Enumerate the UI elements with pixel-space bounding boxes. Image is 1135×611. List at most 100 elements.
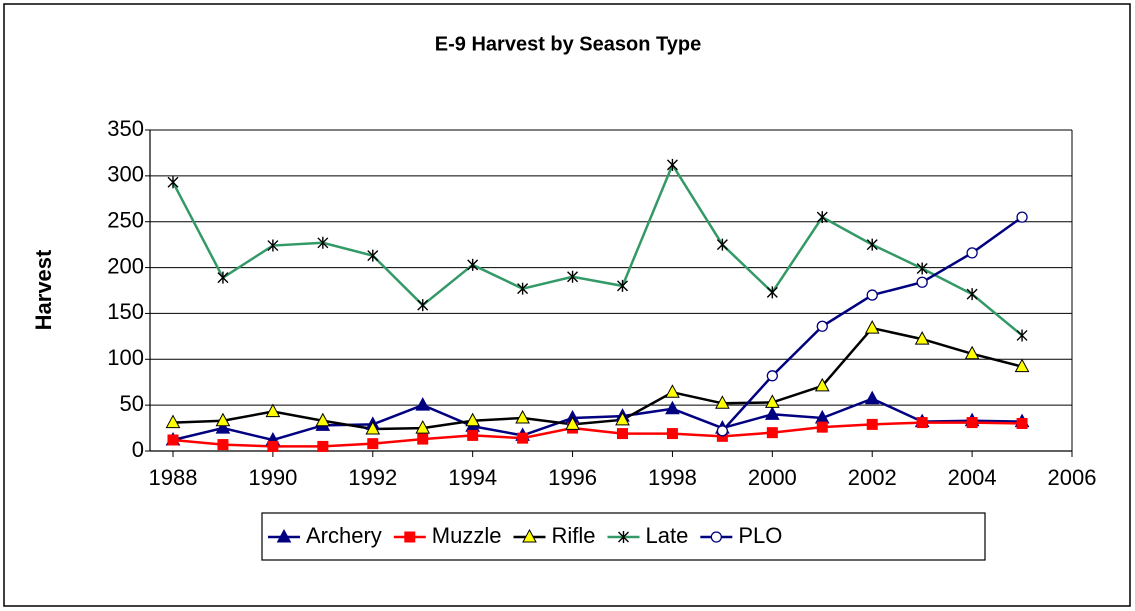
marker <box>966 247 978 259</box>
marker <box>515 409 530 424</box>
x-tick-label: 1998 <box>648 465 697 490</box>
marker <box>766 286 778 299</box>
y-tick-label: 300 <box>107 162 144 187</box>
marker <box>716 425 729 437</box>
x-tick-label: 1990 <box>248 465 297 490</box>
marker <box>866 238 878 251</box>
series-line <box>172 421 1023 448</box>
marker <box>764 406 780 420</box>
marker <box>567 270 579 283</box>
marker <box>1016 329 1028 342</box>
marker <box>814 377 830 392</box>
series-line <box>172 326 1023 431</box>
marker <box>966 417 978 429</box>
series-line <box>172 397 1023 442</box>
legend-label: Rifle <box>551 523 595 548</box>
marker <box>417 433 429 445</box>
marker <box>267 239 279 252</box>
marker <box>417 299 429 312</box>
x-tick-label: 1996 <box>548 465 597 490</box>
y-tick-label: 350 <box>107 116 144 141</box>
marker <box>764 394 780 408</box>
marker <box>966 288 978 301</box>
marker <box>517 432 529 444</box>
marker <box>467 258 479 271</box>
marker <box>467 429 479 441</box>
marker <box>665 384 680 398</box>
marker <box>365 420 381 435</box>
x-tick-label: 2004 <box>948 465 997 490</box>
marker <box>215 412 231 427</box>
marker <box>766 427 778 439</box>
legend-marker <box>404 531 416 543</box>
y-tick-label: 0 <box>132 437 144 462</box>
marker <box>167 434 179 446</box>
marker <box>617 279 628 292</box>
marker <box>715 395 730 409</box>
marker <box>167 176 179 189</box>
marker <box>1016 417 1028 429</box>
x-tick-label: 1988 <box>149 465 198 490</box>
marker <box>565 416 580 430</box>
legend-marker <box>710 531 722 543</box>
marker <box>367 249 379 262</box>
marker <box>617 428 628 440</box>
y-tick-label: 100 <box>107 345 144 370</box>
legend-label: Archery <box>306 523 382 548</box>
marker <box>217 271 229 284</box>
marker <box>816 211 828 224</box>
marker <box>964 345 980 360</box>
marker <box>916 262 928 275</box>
chart-title: E-9 Harvest by Season Type <box>435 33 701 55</box>
x-tick-label: 1992 <box>348 465 397 490</box>
marker <box>317 236 329 249</box>
legend-label: Late <box>646 523 689 548</box>
marker <box>916 417 928 429</box>
marker <box>1016 211 1028 223</box>
marker <box>317 440 329 452</box>
marker <box>415 397 431 411</box>
marker <box>916 276 928 288</box>
marker <box>866 289 878 301</box>
marker <box>215 420 231 434</box>
marker <box>615 411 630 426</box>
y-tick-label: 150 <box>107 299 144 324</box>
y-tick-label: 50 <box>120 391 144 416</box>
x-tick-label: 2006 <box>1048 465 1097 490</box>
marker <box>914 331 930 345</box>
marker <box>465 412 481 427</box>
x-tick-label: 2002 <box>848 465 897 490</box>
marker <box>666 428 678 440</box>
marker <box>217 439 229 451</box>
marker <box>866 418 878 430</box>
y-tick-label: 200 <box>107 253 144 278</box>
legend-marker <box>276 528 292 543</box>
legend-marker <box>522 528 537 543</box>
marker <box>265 403 281 418</box>
marker <box>666 158 678 171</box>
marker <box>716 238 728 251</box>
legend-label: PLO <box>738 523 782 548</box>
chart-frame <box>3 3 1131 607</box>
legend-marker <box>618 531 629 543</box>
y-tick-label: 250 <box>107 208 144 233</box>
marker <box>665 400 680 415</box>
marker <box>864 320 880 334</box>
marker <box>315 412 331 427</box>
marker <box>816 320 828 332</box>
marker <box>165 414 181 429</box>
y-axis-label: Harvest <box>31 249 56 330</box>
marker <box>367 438 379 450</box>
marker <box>864 390 880 405</box>
series-line <box>171 162 1023 337</box>
x-tick-label: 2000 <box>748 465 797 490</box>
marker <box>816 421 828 433</box>
marker <box>415 420 431 434</box>
marker <box>267 440 279 452</box>
x-tick-label: 1994 <box>448 465 497 490</box>
marker <box>1014 358 1030 373</box>
marker <box>766 370 778 382</box>
marker <box>517 282 529 295</box>
legend-label: Muzzle <box>432 523 502 548</box>
